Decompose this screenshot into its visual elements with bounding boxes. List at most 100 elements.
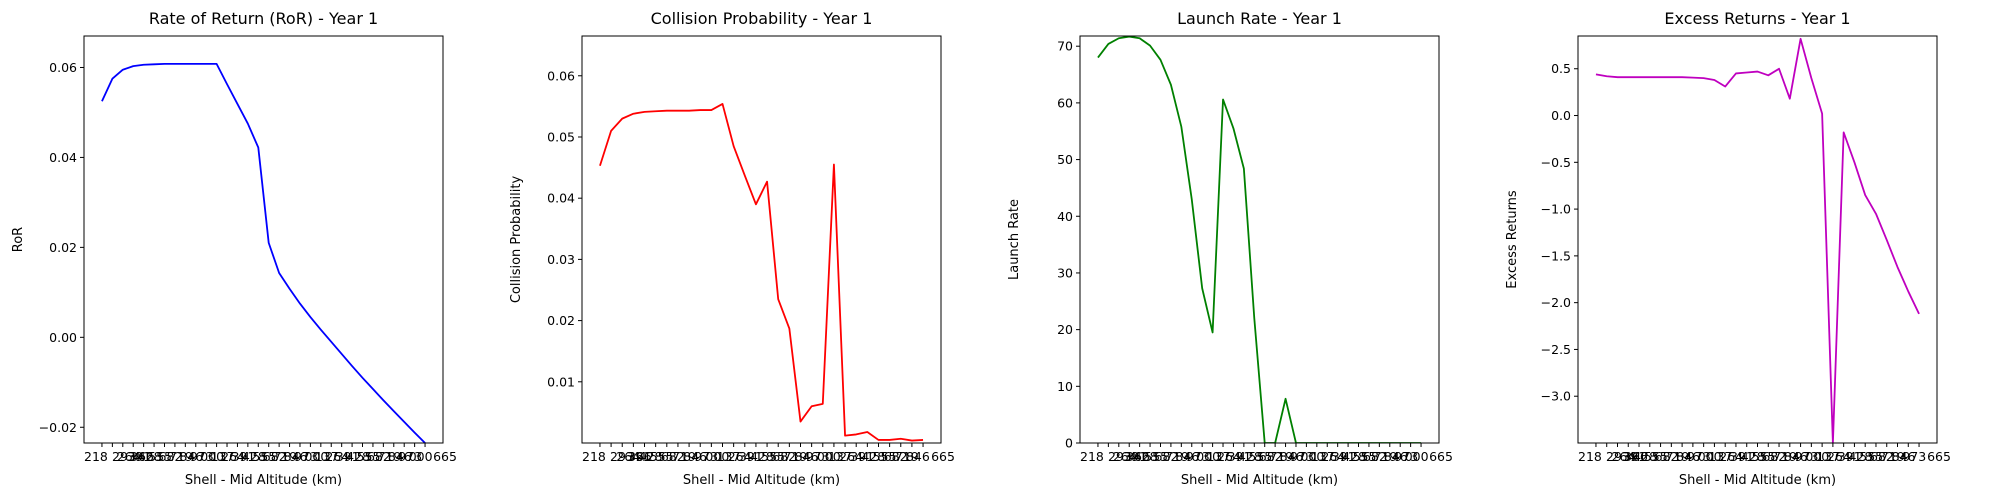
y-axis-label: Excess Returns — [1505, 190, 1520, 289]
x-tick-label-overlap: 137 — [1816, 449, 1840, 464]
x-tick-label-overlap: 973 — [398, 449, 422, 464]
series-line — [599, 103, 924, 442]
x-tick-label-overlap: 682 — [661, 449, 685, 464]
chart-title: Launch Rate - Year 1 — [1177, 9, 1342, 28]
x-tick-label-overlap: 000 — [409, 449, 433, 464]
x-tick-label-overlap: 846 — [683, 449, 707, 464]
x-tick-label-overlap: 555 — [1144, 449, 1168, 464]
x-tick-label-overlap: 682 — [1259, 449, 1283, 464]
x-tick-label-overlap: 682 — [159, 449, 183, 464]
x-tick-label-overlap: 555 — [148, 449, 172, 464]
x-tick-label-overlap: 555 — [761, 449, 785, 464]
x-tick-label-overlap: 719 — [377, 449, 401, 464]
series-line — [1097, 36, 1422, 443]
plot-frame — [581, 35, 942, 444]
y-tick-label: 50 — [1057, 152, 1073, 167]
y-tick-label: 40 — [1057, 209, 1073, 224]
x-tick-label-overlap: 264 — [1612, 449, 1636, 464]
y-tick-label: −0.02 — [39, 420, 77, 435]
x-tick-label-overlap: 682 — [1155, 449, 1179, 464]
x-tick-label-overlap: 428 — [1238, 449, 1262, 464]
x-tick-label-overlap: 428 — [1134, 449, 1158, 464]
x-tick-label-overlap: 846 — [1175, 449, 1199, 464]
x-tick-label-overlap: 555 — [1248, 449, 1272, 464]
x-tick-label-overlap: 391 — [1838, 449, 1862, 464]
x-tick-label-overlap: 846 — [1384, 449, 1408, 464]
x-tick-label-overlap: 264 — [117, 449, 141, 464]
plot-frame — [83, 35, 444, 444]
x-tick-label-overlap: 555 — [1752, 449, 1776, 464]
x-tick-label-overlap: 264 — [728, 449, 752, 464]
x-tick-label-overlap: 682 — [1870, 449, 1894, 464]
x-tick-label-overlap: 391 — [1332, 449, 1356, 464]
x-tick-label-overlap: 682 — [772, 449, 796, 464]
x-tick-label-overlap: 973 — [190, 449, 214, 464]
x-tick-label-overlap: 428 — [750, 449, 774, 464]
y-tick-label: 0.06 — [49, 60, 77, 75]
x-tick-label-overlap: 973 — [806, 449, 830, 464]
x-tick-label-overlap: 137 — [1207, 449, 1231, 464]
x-tick-label-overlap: 682 — [884, 449, 908, 464]
x-tick-label-overlap: 719 — [1773, 449, 1797, 464]
x-tick-label-overlap: 000 — [1805, 449, 1829, 464]
y-tick-label: 10 — [1057, 379, 1073, 394]
x-tick-label-overlap: 000 — [200, 449, 224, 464]
x-tick-label-overlap: 846 — [795, 449, 819, 464]
x-tick-label-overlap: 000 — [1300, 449, 1324, 464]
x-tick-label-overlap: 264 — [1827, 449, 1851, 464]
x-tick-label: 366 — [130, 449, 154, 464]
y-tick-label: −2.0 — [1541, 295, 1571, 310]
x-axis-label: Shell - Mid Altitude (km) — [1181, 473, 1338, 488]
x-tick-label-overlap: 719 — [783, 449, 807, 464]
x-tick-label-overlap: 137 — [1708, 449, 1732, 464]
y-tick-label: 0.06 — [547, 68, 575, 83]
x-tick-label-overlap: 391 — [1228, 449, 1252, 464]
x-tick-label-overlap: 264 — [839, 449, 863, 464]
x-tick-label-overlap: 264 — [325, 449, 349, 464]
x-tick-label-overlap: 973 — [1902, 449, 1926, 464]
y-tick-label: 60 — [1057, 95, 1073, 110]
x-tick-label-overlap: 137 — [211, 449, 235, 464]
x-tick-label-overlap: 264 — [1719, 449, 1743, 464]
x-tick-label: 218 — [84, 449, 108, 464]
x-tick-label-overlap: 000 — [1698, 449, 1722, 464]
x-tick-label-overlap: 973 — [294, 449, 318, 464]
x-tick-label-overlap: 719 — [273, 449, 297, 464]
chart-title: Excess Returns - Year 1 — [1664, 9, 1850, 28]
x-tick-label-overlap: 264 — [221, 449, 245, 464]
x-tick-label-overlap: 719 — [1881, 449, 1905, 464]
y-axis-label: RoR — [11, 227, 26, 252]
y-tick-label: −2.5 — [1541, 342, 1571, 357]
plot-frame — [1577, 35, 1938, 444]
series-line — [101, 62, 426, 443]
y-tick-label: −1.5 — [1541, 248, 1571, 263]
x-tick-label-overlap: 391 — [1123, 449, 1147, 464]
y-tick-label: −3.0 — [1541, 389, 1571, 404]
x-tick-label-overlap: 428 — [639, 449, 663, 464]
x-tick-label-overlap: 428 — [346, 449, 370, 464]
x-tick-label-overlap: 846 — [1892, 449, 1916, 464]
y-tick-label: 0.04 — [547, 191, 575, 206]
x-tick-label-overlap: 719 — [1269, 449, 1293, 464]
x-tick-label-overlap: 264 — [1217, 449, 1241, 464]
x-tick-label-overlap: 000 — [304, 449, 328, 464]
x-tick-label: 665 — [433, 449, 457, 464]
x-tick-label-overlap: 428 — [1342, 449, 1366, 464]
x-tick-label: 218 — [1080, 449, 1104, 464]
y-tick-label: 70 — [1057, 39, 1073, 54]
x-tick-label-overlap: 391 — [127, 449, 151, 464]
series-line — [1595, 37, 1920, 443]
x-tick-label: 293 — [1108, 449, 1132, 464]
x-tick-label-overlap: 555 — [873, 449, 897, 464]
x-tick-label-overlap: 428 — [1741, 449, 1765, 464]
x-tick-label-overlap: 000 — [1405, 449, 1429, 464]
x-tick-label-overlap: 555 — [1353, 449, 1377, 464]
x-tick-label: 293 — [610, 449, 634, 464]
x-tick-label-overlap: 846 — [1784, 449, 1808, 464]
y-tick-label: 0.00 — [49, 330, 77, 345]
subplot-3: Launch Rate - Year 1 Shell - Mid Altitude… — [1007, 9, 1453, 488]
x-tick-label: 665 — [931, 449, 955, 464]
x-tick-label-overlap: 719 — [895, 449, 919, 464]
x-tick-label-overlap: 973 — [1186, 449, 1210, 464]
x-tick-label-overlap: 000 — [1196, 449, 1220, 464]
